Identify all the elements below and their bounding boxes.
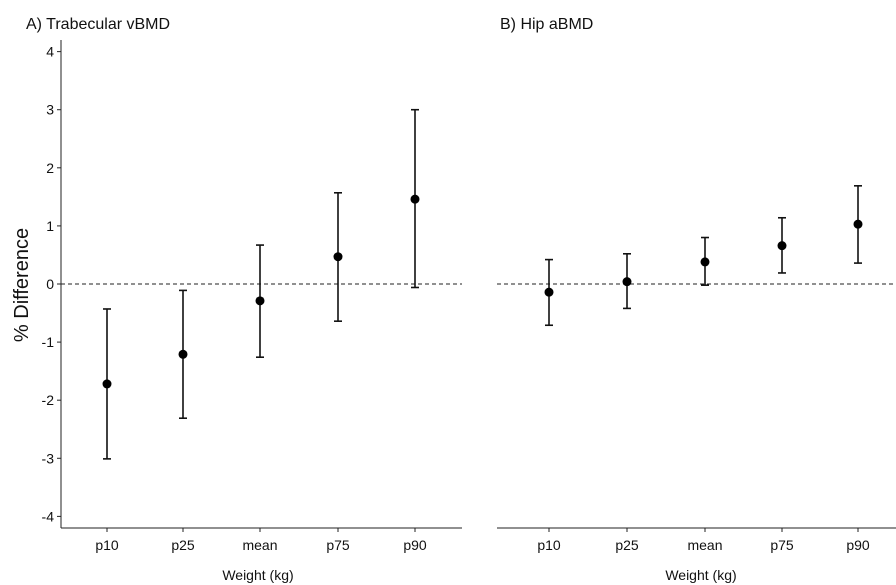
panel-a-x-tick-label: p10 <box>95 537 119 553</box>
panel-b-x-tick-label: mean <box>687 537 722 553</box>
panel-b-point-p75 <box>777 241 787 251</box>
panel-a-y-tick-label: -2 <box>42 392 55 408</box>
panel-a-title: A) Trabecular vBMD <box>26 16 170 33</box>
y-axis-title: % Difference <box>11 228 33 342</box>
panel-b-x-axis-title: Weight (kg) <box>665 567 736 583</box>
panel-a-y-tick-label: 3 <box>46 102 54 118</box>
panel-a-y-tick-label: 0 <box>46 276 54 292</box>
panel-a-point-p75 <box>333 252 343 262</box>
panel-b-x-tick-label: p75 <box>770 537 794 553</box>
panel-b-title: B) Hip aBMD <box>500 16 593 33</box>
panel-a-point-p90 <box>410 194 420 204</box>
panel-a-x-tick-label: p75 <box>326 537 350 553</box>
panel-a-y-tick-label: -1 <box>42 334 55 350</box>
panel-a-y-tick-label: -3 <box>42 450 55 466</box>
panel-b-x-tick-label: p25 <box>615 537 639 553</box>
panel-a-y-tick-label: 1 <box>46 218 54 234</box>
panel-a-y-tick-label: 4 <box>46 44 54 60</box>
panel-b-x-tick-label: p10 <box>537 537 561 553</box>
panel-b-x-tick-label: p90 <box>846 537 870 553</box>
panel-a-point-p10 <box>102 379 112 389</box>
panel-a-y-tick-label: 2 <box>46 160 54 176</box>
panel-a-x-tick-label: p90 <box>403 537 427 553</box>
panel-b-point-p25 <box>622 277 632 287</box>
panel-a-x-tick-label: p25 <box>171 537 195 553</box>
panel-a-point-p25 <box>178 349 188 359</box>
panel-a-plot: -4 -3 -2 -1 0 1 2 3 4 p10 p25 mean p75 p90 <box>42 40 462 553</box>
panel-b-plot: p10 p25 mean p75 p90 <box>497 185 896 553</box>
panel-b-point-p90 <box>853 219 863 229</box>
panel-a-y-tick-label: -4 <box>42 508 55 524</box>
panel-b-point-p10 <box>544 287 554 297</box>
panel-b-point-mean <box>700 257 710 267</box>
panel-a-point-mean <box>255 296 265 306</box>
panel-a-x-axis-title: Weight (kg) <box>222 567 293 583</box>
panel-a-x-tick-label: mean <box>242 537 277 553</box>
